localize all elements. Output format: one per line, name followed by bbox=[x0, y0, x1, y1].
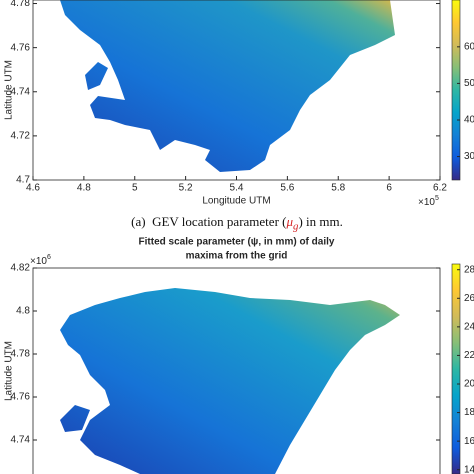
x-tick-label: 5 bbox=[132, 183, 138, 194]
colorbar-tick-label: 22 bbox=[464, 350, 474, 361]
axis-multiplier: ×105 bbox=[418, 195, 439, 208]
y-tick-label: 4.82 bbox=[11, 263, 31, 274]
plot-frame bbox=[32, 267, 441, 474]
colorbar-tick-label: 60 bbox=[464, 41, 474, 52]
colorbar-tick-label: 16 bbox=[464, 436, 474, 447]
colorbar-tick-label: 30 bbox=[464, 151, 474, 162]
y-axis-label: Latitude UTM bbox=[4, 341, 15, 401]
caption-label: (a) bbox=[131, 214, 146, 229]
colorbar-tick-label: 18 bbox=[464, 407, 474, 418]
y-tick-label: 4.74 bbox=[11, 86, 31, 97]
region-map bbox=[60, 288, 400, 474]
chart-title: maxima from the grid bbox=[186, 251, 288, 262]
colorbar-tick-label: 14 bbox=[464, 464, 474, 474]
x-tick-label: 5.6 bbox=[280, 183, 294, 194]
axis-multiplier: ×106 bbox=[30, 254, 51, 267]
caption: (a) GEV location parameter (μg) in mm. bbox=[0, 214, 474, 233]
region-map bbox=[60, 0, 395, 172]
y-axis-label: Latitude UTM bbox=[4, 60, 15, 120]
colorbar-tick-label: 20 bbox=[464, 379, 474, 390]
caption-text-end: ) in mm. bbox=[298, 214, 343, 229]
y-tick-label: 4.76 bbox=[11, 392, 31, 403]
caption-text: GEV location parameter ( bbox=[152, 214, 287, 229]
colorbar-tick-label: 28 bbox=[464, 264, 474, 275]
caption-subscript: g bbox=[293, 220, 299, 233]
x-tick-label: 5.4 bbox=[230, 183, 244, 194]
colorbar bbox=[451, 0, 461, 181]
multiplier-base: ×10 bbox=[30, 256, 47, 267]
y-tick-label: 4.7 bbox=[16, 175, 30, 186]
x-tick-label: 5.8 bbox=[331, 183, 345, 194]
x-tick-label: 6 bbox=[386, 183, 392, 194]
caption-symbol: μ bbox=[286, 214, 294, 229]
y-tick-label: 4.72 bbox=[11, 131, 31, 142]
colorbar-tick-label: 26 bbox=[464, 293, 474, 304]
colorbar-tick-label: 50 bbox=[464, 78, 474, 89]
colorbar-tick-label: 24 bbox=[464, 321, 474, 332]
y-tick-label: 4.78 bbox=[11, 349, 31, 360]
x-tick-label: 4.6 bbox=[26, 183, 40, 194]
chart-title: Fitted scale parameter (ψ, in mm) of dai… bbox=[139, 237, 335, 248]
colorbar bbox=[451, 263, 461, 474]
y-tick-label: 4.76 bbox=[11, 42, 31, 53]
multiplier-base: ×10 bbox=[418, 197, 435, 208]
y-tick-label: 4.8 bbox=[16, 306, 30, 317]
y-tick-label: 4.74 bbox=[11, 435, 31, 446]
colorbar-tick-label: 40 bbox=[464, 115, 474, 126]
x-tick-label: 5.2 bbox=[179, 183, 193, 194]
multiplier-exponent: 6 bbox=[47, 254, 51, 261]
x-axis-label: Longitude UTM bbox=[202, 196, 270, 207]
y-tick-label: 4.78 bbox=[11, 0, 31, 9]
x-tick-label: 6.2 bbox=[433, 183, 447, 194]
x-tick-label: 4.8 bbox=[77, 183, 91, 194]
multiplier-exponent: 5 bbox=[435, 195, 439, 202]
